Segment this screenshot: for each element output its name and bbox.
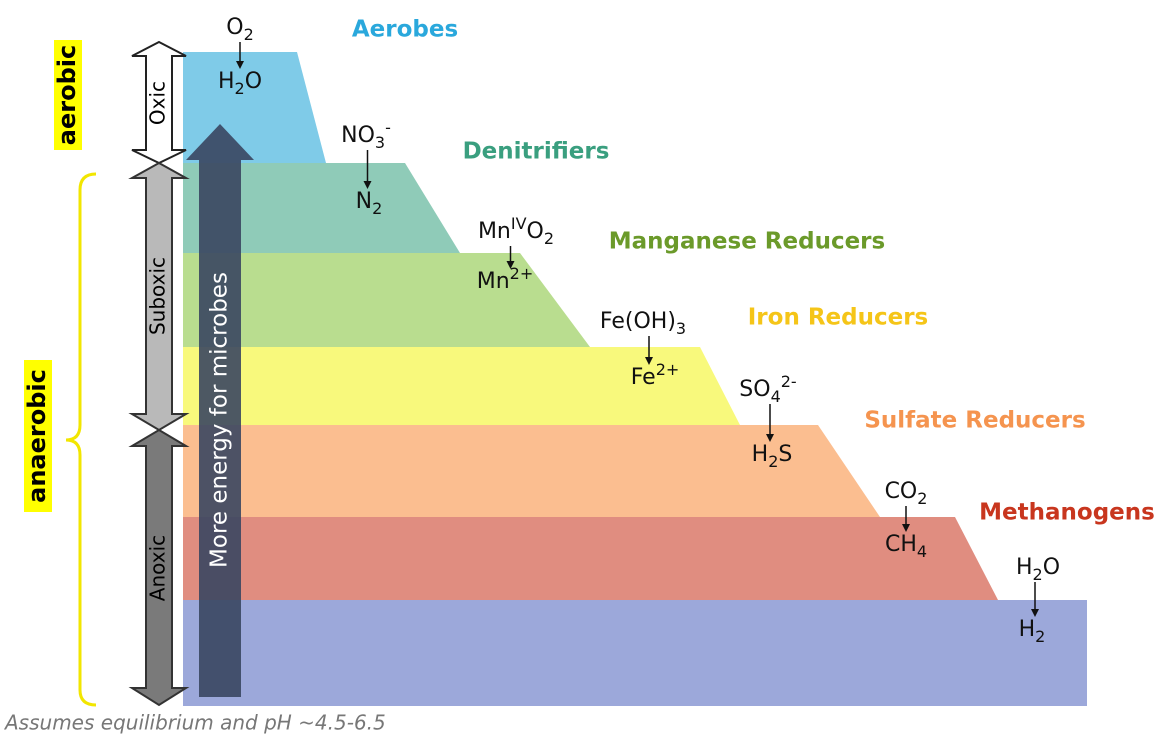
formula: H2O (1016, 555, 1060, 584)
formula-part: O (527, 219, 544, 244)
formula: H2S (752, 442, 793, 471)
formula-sub: 2 (768, 452, 778, 471)
formula-sup: 2- (781, 372, 797, 391)
band (183, 253, 590, 347)
formula: O2 (226, 15, 254, 44)
formula-sub: 4 (771, 387, 781, 406)
formula-sup: - (385, 118, 391, 137)
reaction-arrowhead (766, 434, 774, 442)
formula-sub: 3 (676, 319, 686, 338)
aerobic-highlight (54, 40, 82, 150)
formula-part: O (245, 69, 262, 94)
formula-sub: 2 (917, 489, 927, 508)
group-name: Methanogens (979, 500, 1155, 526)
anaerobic-highlight (24, 360, 52, 512)
formula-part: H (752, 442, 769, 467)
group-name: Denitrifiers (463, 139, 610, 165)
formula-part: CO (885, 479, 918, 504)
formula: H2O (218, 69, 262, 98)
formula-sup: 2+ (656, 360, 680, 379)
footnote: Assumes equilibrium and pH ~4.5-6.5 (3, 711, 386, 735)
formula-part: NO (341, 123, 375, 148)
anaerobic-brace (65, 172, 97, 707)
reaction-arrowhead (506, 261, 515, 269)
formula-sub: 3 (375, 133, 385, 152)
reaction-arrowhead (1031, 609, 1039, 617)
group-name: Sulfate Reducers (864, 408, 1085, 434)
band (183, 163, 460, 253)
formula-part: O (1043, 555, 1060, 580)
group-name: Iron Reducers (748, 305, 929, 331)
formula-part: Mn (477, 269, 510, 294)
formula-part: N (356, 189, 372, 214)
formula: Mn2+ (477, 264, 534, 295)
band (183, 600, 1087, 706)
formula-sup: 2+ (510, 264, 534, 283)
formula-sub: 2 (235, 79, 245, 98)
reaction-arrowhead (645, 357, 653, 365)
formula-part: SO (739, 377, 770, 402)
group-name: Aerobes (352, 17, 458, 43)
formula-part: H (218, 69, 235, 94)
formula-sub: 2 (544, 229, 554, 248)
formula-sub: 2 (372, 199, 382, 218)
bands (183, 52, 1087, 706)
suboxic-label: Suboxic (146, 257, 170, 335)
group-name: Manganese Reducers (609, 229, 885, 255)
oxic-label: Oxic (146, 81, 170, 125)
energy-label: More energy for microbes (207, 272, 233, 568)
formula-part: S (778, 442, 792, 467)
formula: Fe(OH)3 (600, 309, 686, 338)
anoxic-arrow (128, 428, 190, 707)
reaction-arrowhead (236, 61, 244, 69)
reaction-arrowhead (363, 181, 372, 189)
formula: N2 (356, 189, 383, 218)
reaction-arrowhead (902, 524, 910, 532)
formula: SO42- (739, 372, 796, 406)
formula-part: H (1019, 617, 1036, 642)
formula-sub: 2 (1035, 627, 1045, 646)
aerobic-label: aerobic (53, 45, 81, 145)
formula-part: Fe(OH) (600, 309, 676, 334)
anaerobic-label: anaerobic (23, 369, 51, 503)
energy-arrow (186, 124, 254, 697)
formula: CO2 (885, 479, 928, 508)
formula-sup: IV (511, 214, 527, 233)
formula-sub: 2 (1033, 565, 1043, 584)
formula: H2 (1019, 617, 1046, 646)
formula: Fe2+ (631, 360, 680, 391)
formula-sub: 2 (244, 25, 254, 44)
formula: CH4 (885, 532, 927, 561)
band (183, 425, 880, 517)
formula: NO3- (341, 118, 391, 152)
formula-part: Fe (631, 365, 656, 390)
formula-part: O (226, 15, 243, 40)
band (183, 517, 998, 600)
anoxic-label: Anoxic (146, 535, 170, 601)
band (183, 347, 740, 425)
formula-part: Mn (478, 219, 511, 244)
formula-part: CH (885, 532, 917, 557)
formula-part: H (1016, 555, 1033, 580)
formula-sub: 4 (917, 542, 927, 561)
formula: MnIVO2 (478, 214, 554, 248)
